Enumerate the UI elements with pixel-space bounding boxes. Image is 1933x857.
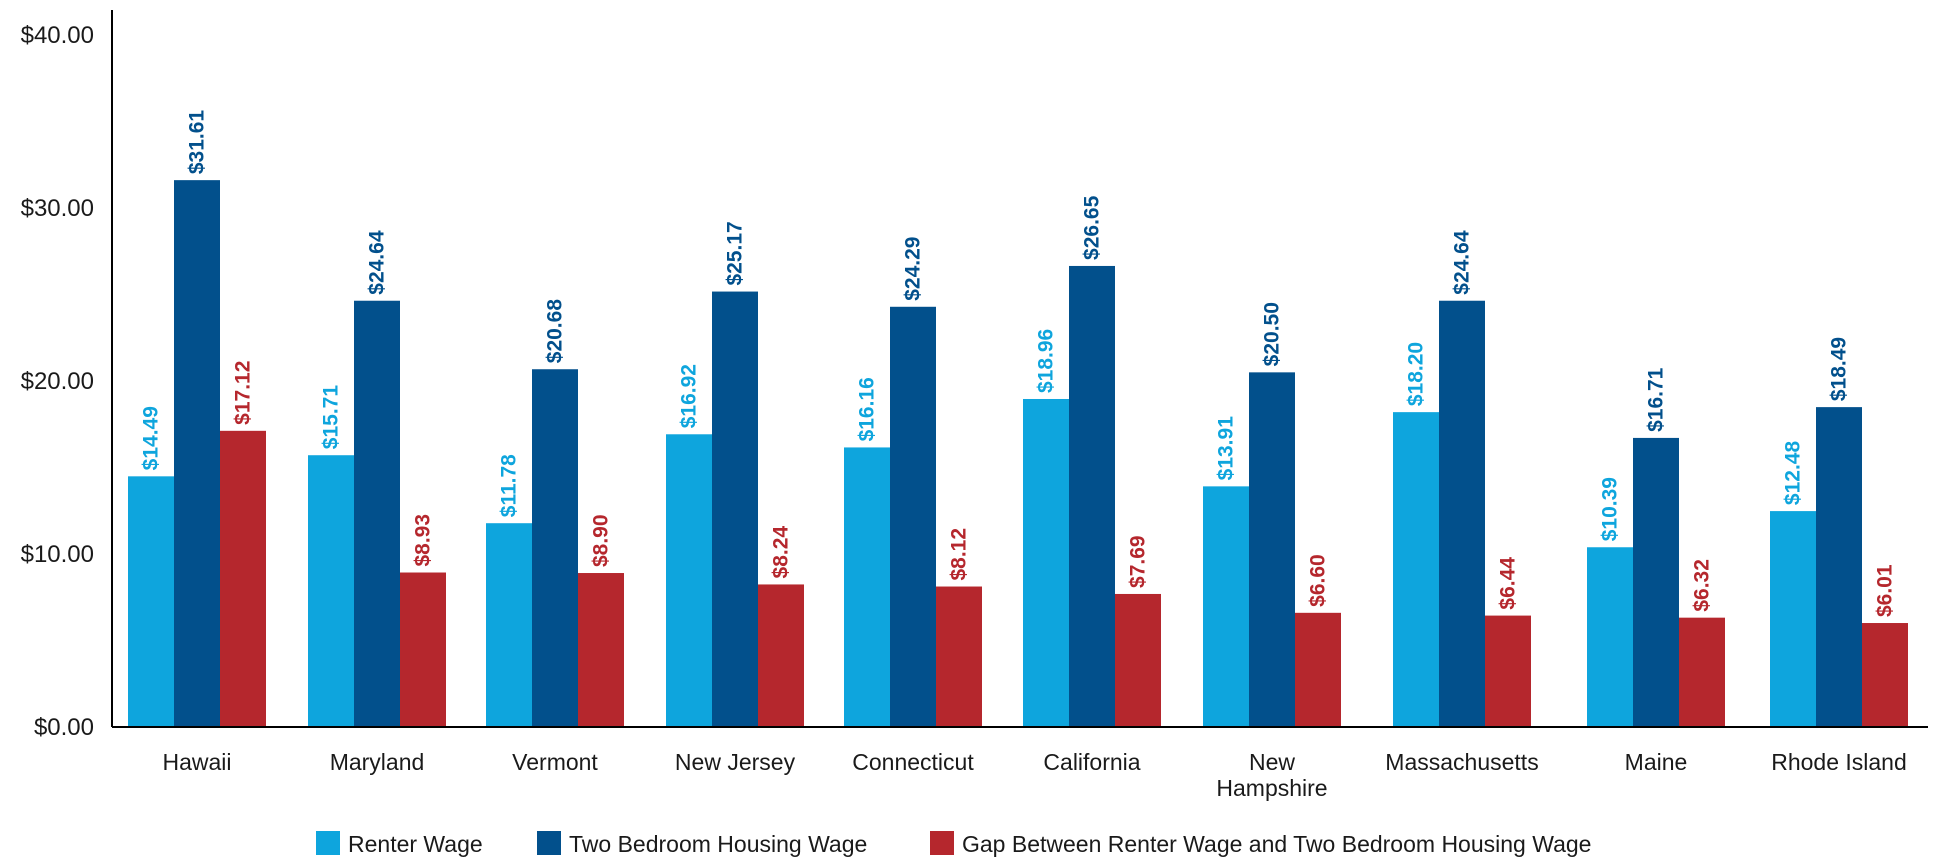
data-label: $25.17 (724, 221, 747, 285)
x-tick-label-line: Vermont (512, 749, 598, 775)
x-tick-label-line: New (1249, 749, 1295, 775)
bar-renter-wage-massachusetts (1393, 412, 1439, 727)
bars-group (128, 180, 1908, 728)
legend-swatch (930, 831, 954, 855)
y-tick-label: $40.00 (21, 22, 94, 49)
y-tick-label: $20.00 (21, 368, 94, 395)
bar-gap-between-renter-wage-and-two-bedroom-housing-wage-new-jersey (758, 584, 804, 727)
data-labels-group: $14.49 $15.71 $11.78 $16.92 $16.16 $18.96 $13.… (140, 110, 1897, 617)
data-label: $7.69 (1127, 535, 1150, 588)
data-label: $8.93 (412, 514, 435, 567)
data-label: $16.16 (856, 377, 879, 441)
legend-label: Renter Wage (348, 831, 483, 857)
data-label: $16.92 (678, 364, 701, 428)
bar-renter-wage-vermont (486, 523, 532, 727)
data-label: $18.20 (1405, 342, 1428, 406)
x-tick-label: Connecticut (852, 749, 974, 775)
data-label: $11.78 (498, 454, 521, 517)
bar-gap-between-renter-wage-and-two-bedroom-housing-wage-maine (1679, 617, 1725, 727)
data-label: $26.65 (1081, 195, 1104, 260)
data-label: $20.68 (544, 299, 567, 364)
data-label: $24.29 (902, 237, 925, 301)
y-tick-label: $0.00 (34, 714, 94, 741)
bar-gap-between-renter-wage-and-two-bedroom-housing-wage-hawaii (220, 430, 266, 727)
bar-renter-wage-rhode-island (1770, 511, 1816, 727)
data-label: $15.71 (320, 385, 343, 450)
x-tick-label-line: Maryland (330, 749, 425, 775)
bar-gap-between-renter-wage-and-two-bedroom-housing-wage-massachusetts (1485, 615, 1531, 727)
x-tick-label: Massachusetts (1385, 749, 1538, 775)
bar-two-bedroom-housing-wage-massachusetts (1439, 300, 1485, 727)
x-tick-label: New Jersey (675, 749, 796, 775)
x-tick-label-line: Hampshire (1216, 775, 1327, 801)
data-label: $31.61 (186, 110, 209, 175)
x-tick-label-line: Hawaii (162, 749, 231, 775)
bar-two-bedroom-housing-wage-maryland (354, 300, 400, 727)
data-label: $18.96 (1035, 329, 1058, 393)
bar-gap-between-renter-wage-and-two-bedroom-housing-wage-california (1115, 593, 1161, 727)
x-tick-label-line: Maine (1625, 749, 1688, 775)
bar-gap-between-renter-wage-and-two-bedroom-housing-wage-maryland (400, 572, 446, 727)
x-tick-label: Maryland (330, 749, 425, 775)
bar-renter-wage-new-jersey (666, 434, 712, 727)
bar-two-bedroom-housing-wage-new-hampshire (1249, 372, 1295, 727)
data-label: $24.64 (366, 230, 389, 295)
y-tick-label: $10.00 (21, 541, 94, 568)
x-tick-label-line: Connecticut (852, 749, 974, 775)
bar-renter-wage-california (1023, 398, 1069, 727)
bar-two-bedroom-housing-wage-rhode-island (1816, 407, 1862, 727)
x-tick-label: California (1043, 749, 1140, 775)
bar-renter-wage-new-hampshire (1203, 486, 1249, 727)
data-label: $13.91 (1215, 416, 1238, 481)
data-label: $14.49 (140, 406, 163, 470)
x-tick-label: Maine (1625, 749, 1688, 775)
x-tick-label: Vermont (512, 749, 598, 775)
data-label: $8.12 (948, 528, 971, 581)
legend-label: Two Bedroom Housing Wage (569, 831, 867, 857)
bar-two-bedroom-housing-wage-new-jersey (712, 291, 758, 727)
bar-two-bedroom-housing-wage-california (1069, 265, 1115, 727)
data-label: $6.60 (1307, 554, 1330, 607)
bar-renter-wage-maryland (308, 455, 354, 727)
y-tick-label: $30.00 (21, 195, 94, 222)
data-label: $24.64 (1451, 230, 1474, 295)
x-tick-label-line: New Jersey (675, 749, 796, 775)
data-label: $16.71 (1645, 367, 1668, 432)
x-tick-label-line: Rhode Island (1771, 749, 1907, 775)
bar-gap-between-renter-wage-and-two-bedroom-housing-wage-rhode-island (1862, 623, 1908, 727)
data-label: $6.32 (1691, 559, 1714, 612)
x-axis: Hawaii Maryland Vermont New Jersey Connectic… (112, 726, 1928, 801)
bar-two-bedroom-housing-wage-maine (1633, 437, 1679, 727)
bar-gap-between-renter-wage-and-two-bedroom-housing-wage-vermont (578, 573, 624, 727)
legend-label: Gap Between Renter Wage and Two Bedroom … (962, 831, 1591, 857)
data-label: $8.90 (590, 514, 613, 567)
bar-gap-between-renter-wage-and-two-bedroom-housing-wage-new-hampshire (1295, 612, 1341, 727)
bar-two-bedroom-housing-wage-vermont (532, 369, 578, 727)
legend-swatch (537, 831, 561, 855)
data-label: $18.49 (1828, 337, 1851, 401)
data-label: $17.12 (232, 361, 255, 425)
bar-renter-wage-maine (1587, 547, 1633, 727)
bar-two-bedroom-housing-wage-hawaii (174, 180, 220, 728)
data-label: $10.39 (1599, 477, 1622, 541)
bar-renter-wage-hawaii (128, 476, 174, 727)
x-tick-label: Rhode Island (1771, 749, 1907, 775)
bar-two-bedroom-housing-wage-connecticut (890, 306, 936, 727)
x-tick-label: New Hampshire (1216, 749, 1327, 801)
legend: Renter Wage Two Bedroom Housing Wage Gap B… (316, 831, 1591, 857)
data-label: $6.01 (1874, 564, 1897, 617)
bar-renter-wage-connecticut (844, 447, 890, 727)
y-axis: $0.00 $10.00 $20.00 $30.00 $40.00 (21, 10, 113, 741)
data-label: $20.50 (1261, 302, 1284, 366)
data-label: $6.44 (1497, 557, 1520, 610)
x-tick-label: Hawaii (162, 749, 231, 775)
data-label: $8.24 (770, 526, 793, 579)
bar-gap-between-renter-wage-and-two-bedroom-housing-wage-connecticut (936, 586, 982, 727)
legend-swatch (316, 831, 340, 855)
x-tick-label-line: Massachusetts (1385, 749, 1538, 775)
x-tick-label-line: California (1043, 749, 1140, 775)
data-label: $12.48 (1782, 441, 1805, 506)
